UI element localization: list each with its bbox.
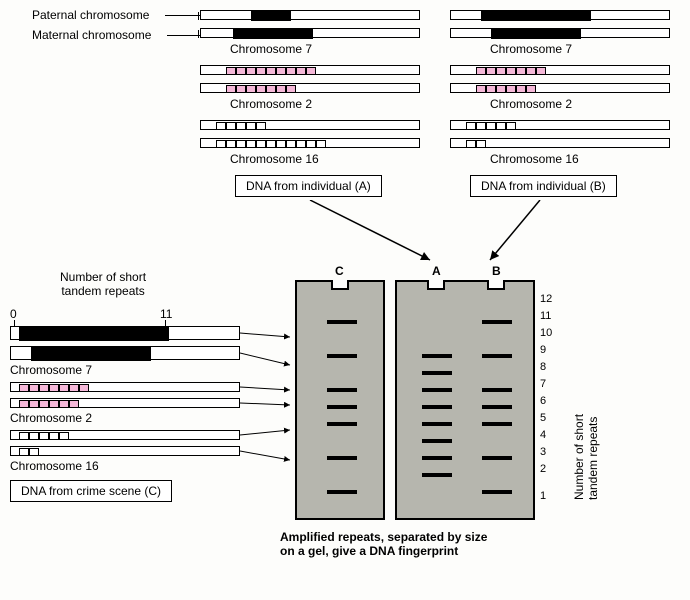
lane-c-label: C [335,264,344,278]
leader-line [167,35,200,36]
arrow-b-to-gel [450,200,570,280]
chr7-a-maternal [200,28,420,38]
sample-arrows [240,320,300,480]
chr16-b-paternal [450,120,670,130]
scale-0: 0 [10,307,17,321]
chr16-a-maternal [200,138,420,148]
chr2-label-a: Chromosome 2 [230,97,312,111]
scale-7: 7 [540,378,546,390]
chr7-b-maternal [450,28,670,38]
scale-2: 2 [540,463,546,475]
chr2-b-maternal [450,83,670,93]
chr2-b-paternal [450,65,670,75]
scale-10: 10 [540,327,552,339]
chr2-c-maternal [10,398,240,408]
yaxis-label: Number of short tandem repeats [572,382,600,500]
maternal-label: Maternal chromosome [32,28,151,42]
paternal-label: Paternal chromosome [32,8,149,22]
scale-11: 11 [160,307,172,321]
scale-11r: 11 [540,310,551,322]
chr16-a-paternal [200,120,420,130]
individual-a-box: DNA from individual (A) [235,175,382,197]
gel-c: C [295,280,385,520]
chr2-label-b: Chromosome 2 [490,97,572,111]
scale-1: 1 [540,490,546,502]
chr16-c-maternal [10,446,240,456]
lane-a-label: A [432,264,441,278]
chr7-c-maternal [10,346,240,360]
str-title: Number of short tandem repeats [60,270,146,298]
scale-9: 9 [540,344,546,356]
scale-6: 6 [540,395,546,407]
chr7-label-c: Chromosome 7 [10,363,92,377]
scale-3: 3 [540,446,546,458]
chr16-label-b: Chromosome 16 [490,152,579,166]
chr16-label-c: Chromosome 16 [10,459,99,473]
chr16-b-maternal [450,138,670,148]
leader-line [165,15,200,16]
crime-scene-box: DNA from crime scene (C) [10,480,172,502]
chr7-label-b: Chromosome 7 [490,42,572,56]
scale-8: 8 [540,361,546,373]
chr7-b-paternal [450,10,670,20]
chr2-a-maternal [200,83,420,93]
individual-b-box: DNA from individual (B) [470,175,617,197]
chr2-a-paternal [200,65,420,75]
chr7-c-paternal [10,326,240,340]
caption: Amplified repeats, separated by size on … [280,530,487,558]
chr7-a-paternal [200,10,420,20]
lane-b-label: B [492,264,501,278]
scale-5: 5 [540,412,546,424]
chr2-label-c: Chromosome 2 [10,411,92,425]
chr16-label-a: Chromosome 16 [230,152,319,166]
chr2-c-paternal [10,382,240,392]
scale-4: 4 [540,429,546,441]
chr16-c-paternal [10,430,240,440]
gel-ab: A B [395,280,535,520]
scale-12: 12 [540,293,552,305]
chr7-label-a: Chromosome 7 [230,42,312,56]
